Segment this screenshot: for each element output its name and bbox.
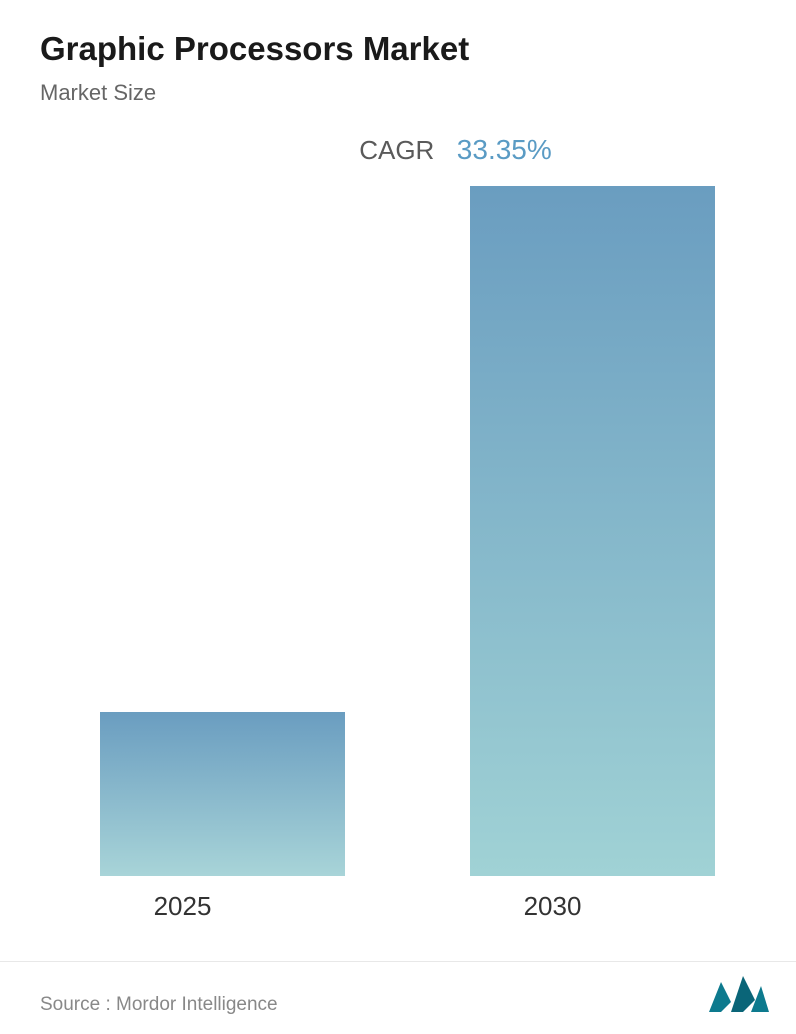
mordor-logo-icon <box>707 972 771 1016</box>
source-attribution: Source : Mordor Intelligence <box>40 994 278 1016</box>
chart-footer: Source : Mordor Intelligence <box>40 972 771 1016</box>
bar-2030 <box>470 186 715 876</box>
cagr-value: 33.35% <box>457 134 552 165</box>
page-subtitle: Market Size <box>40 80 771 106</box>
bar-fill <box>100 712 345 876</box>
page-title: Graphic Processors Market <box>40 30 771 68</box>
bar-label-2025: 2025 <box>60 891 305 922</box>
bar-chart <box>40 186 771 876</box>
bar-2025 <box>100 712 345 876</box>
chart-container: Graphic Processors Market Market Size CA… <box>0 0 796 1034</box>
bar-fill <box>470 186 715 876</box>
cagr-display: CAGR 33.35% <box>40 134 771 166</box>
footer-divider <box>0 961 796 962</box>
bar-label-2030: 2030 <box>430 891 675 922</box>
cagr-label: CAGR <box>359 135 434 165</box>
